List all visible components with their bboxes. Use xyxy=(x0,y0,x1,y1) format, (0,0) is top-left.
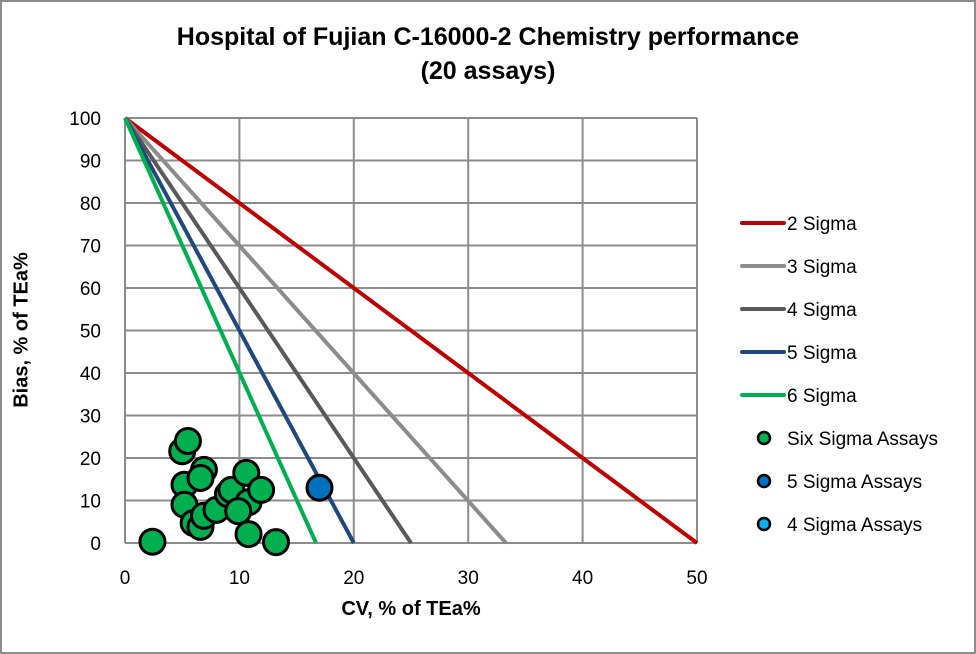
y-tick-label: 90 xyxy=(80,152,101,173)
x-tick-label: 30 xyxy=(458,568,479,589)
y-tick-label: 50 xyxy=(80,322,101,343)
data-points xyxy=(138,427,334,557)
y-tick-label: 10 xyxy=(80,492,101,513)
legend-label: 3 Sigma xyxy=(787,257,857,278)
legend-label: 5 Sigma xyxy=(787,343,857,364)
y-tick-label: 80 xyxy=(80,194,101,215)
data-point-marker xyxy=(224,497,253,526)
sigma-line xyxy=(123,116,699,545)
data-point-marker xyxy=(138,527,167,556)
sigma-lines xyxy=(123,116,699,545)
legend-label: 6 Sigma xyxy=(787,386,857,407)
sigma-line xyxy=(123,117,356,544)
sigma-line xyxy=(123,116,413,545)
y-tick-label: 30 xyxy=(80,407,101,428)
data-point-marker xyxy=(247,475,276,504)
data-point-marker xyxy=(305,473,334,502)
y-tick-label: 40 xyxy=(80,364,101,385)
chart-title-line1: Hospital of Fujian C-16000-2 Chemistry p… xyxy=(176,23,800,51)
chart-title-line2: (20 assays) xyxy=(420,57,556,85)
x-tick-label: 40 xyxy=(572,568,593,589)
x-tick-label: 0 xyxy=(120,568,131,589)
legend-marker-swatch xyxy=(756,516,772,532)
x-tick-label: 20 xyxy=(343,568,364,589)
data-point-marker xyxy=(173,427,202,455)
legend-label: 4 Sigma Assays xyxy=(787,515,922,536)
legend-marker-swatch xyxy=(756,473,772,489)
data-point-marker xyxy=(262,528,291,557)
x-tick-label: 10 xyxy=(229,568,250,589)
legend-marker-swatch xyxy=(756,430,772,446)
data-point-marker xyxy=(234,520,263,549)
y-tick-label: 100 xyxy=(69,109,101,130)
x-axis-label: CV, % of TEa% xyxy=(341,598,481,620)
data-point-marker xyxy=(186,463,215,492)
chart-title: Hospital of Fujian C-16000-2 Chemistry p… xyxy=(0,20,976,88)
legend-label: 4 Sigma xyxy=(787,300,857,321)
x-tick-label: 50 xyxy=(686,568,707,589)
y-tick-label: 70 xyxy=(80,237,101,258)
sigma-line xyxy=(123,116,508,545)
y-tick-label: 60 xyxy=(80,279,101,300)
sigma-line xyxy=(123,117,318,544)
y-tick-label: 0 xyxy=(90,534,101,555)
legend-label: 2 Sigma xyxy=(787,214,857,235)
axis-ticks: 0 10 20 30 40 50 60 70 80 90 100 0 10 20 30 40 50 xyxy=(69,109,707,589)
legend: 2 Sigma 3 Sigma 4 Sigma 5 Sigma 6 Sigma Six S… xyxy=(740,214,938,536)
legend-label: Six Sigma Assays xyxy=(787,429,938,450)
legend-label: 5 Sigma Assays xyxy=(787,472,922,493)
y-tick-label: 20 xyxy=(80,449,101,470)
